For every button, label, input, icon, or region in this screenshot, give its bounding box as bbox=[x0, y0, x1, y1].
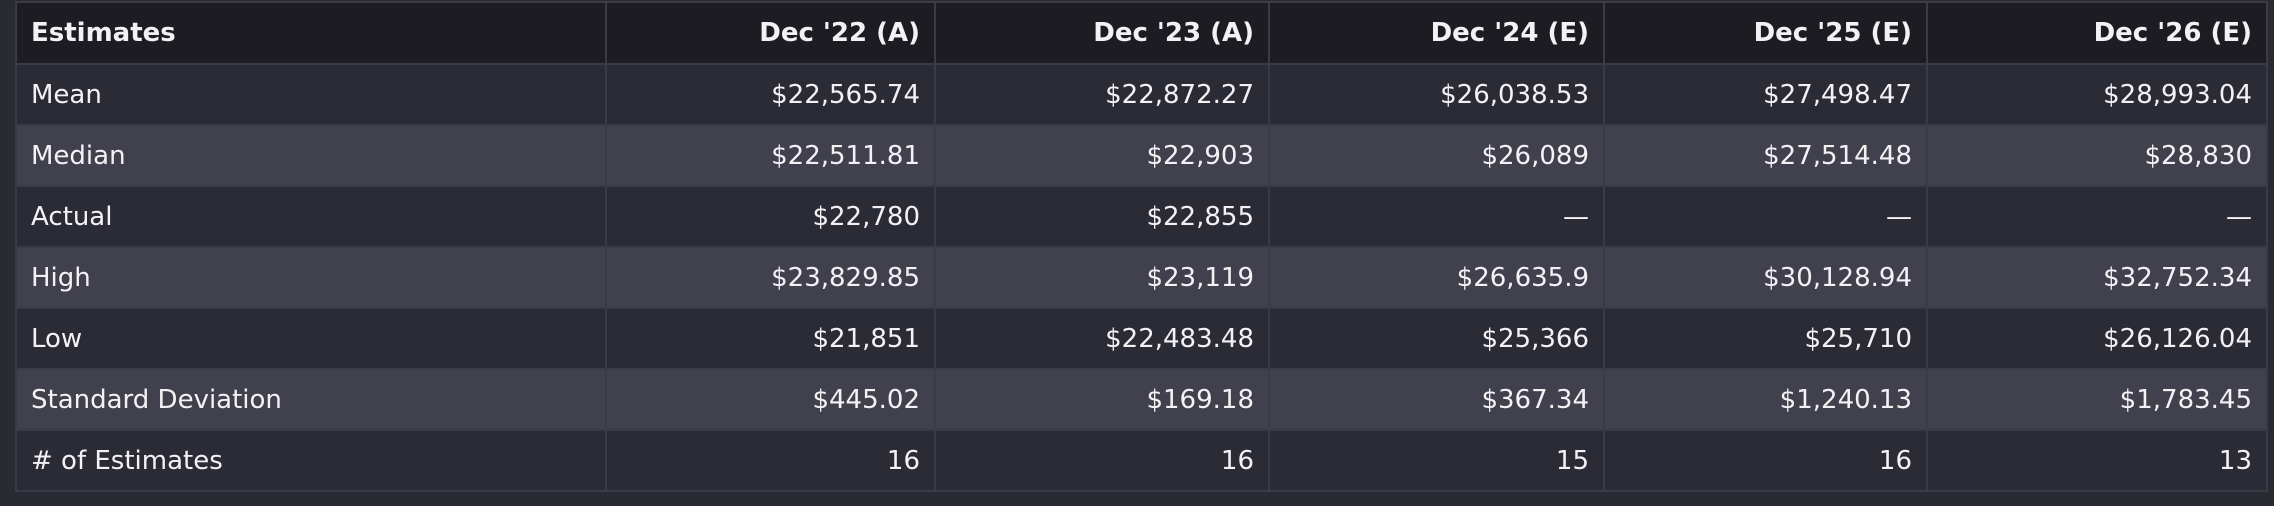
row-label: Standard Deviation bbox=[15, 368, 607, 431]
cell: $22,780 bbox=[605, 185, 936, 248]
cell: $26,089 bbox=[1268, 124, 1605, 187]
column-header: Estimates bbox=[15, 1, 607, 65]
cell: $22,872.27 bbox=[934, 63, 1270, 126]
cell: $27,498.47 bbox=[1603, 63, 1928, 126]
table-row: Low $21,851 $22,483.48 $25,366 $25,710 $26,12… bbox=[15, 307, 2268, 370]
cell: $26,126.04 bbox=[1926, 307, 2268, 370]
cell: $26,038.53 bbox=[1268, 63, 1605, 126]
header-row: Estimates Dec '22 (A) Dec '23 (A) Dec '24 (… bbox=[15, 1, 2268, 65]
row-label: Mean bbox=[15, 63, 607, 126]
cell: $22,565.74 bbox=[605, 63, 936, 126]
cell: $30,128.94 bbox=[1603, 246, 1928, 309]
cell: $22,903 bbox=[934, 124, 1270, 187]
cell: — bbox=[1603, 185, 1928, 248]
table-row: Actual $22,780 $22,855— — — bbox=[15, 185, 2268, 248]
cell: $28,830 bbox=[1926, 124, 2268, 187]
table-row: # of Estimates 16 16 15 16 13 bbox=[15, 429, 2268, 492]
table-row: Mean $22,565.74 $22,872.27 $26,038.53 $27,49… bbox=[15, 63, 2268, 126]
cell: $27,514.48 bbox=[1603, 124, 1928, 187]
column-header: Dec '23 (A) bbox=[934, 1, 1270, 65]
table-row: Standard Deviation $445.02 $169.18 $367.34 $… bbox=[15, 368, 2268, 431]
row-label: Low bbox=[15, 307, 607, 370]
cell: $21,851 bbox=[605, 307, 936, 370]
cell: $169.18 bbox=[934, 368, 1270, 431]
cell: $32,752.34 bbox=[1926, 246, 2268, 309]
cell: $367.34 bbox=[1268, 368, 1605, 431]
estimates-panel: Estimates Dec '22 (A) Dec '23 (A) Dec '24 (… bbox=[15, 1, 2268, 492]
row-label: High bbox=[15, 246, 607, 309]
cell: $23,829.85 bbox=[605, 246, 936, 309]
cell: $22,483.48 bbox=[934, 307, 1270, 370]
cell: $26,635.9 bbox=[1268, 246, 1605, 309]
cell: 15 bbox=[1268, 429, 1605, 492]
cell: $22,511.81 bbox=[605, 124, 936, 187]
cell: — bbox=[1268, 185, 1605, 248]
cell: $23,119 bbox=[934, 246, 1270, 309]
estimates-table: Estimates Dec '22 (A) Dec '23 (A) Dec '24 (… bbox=[15, 1, 2268, 492]
table-row: High $23,829.85 $23,119 $26,635.9 $30,128.94… bbox=[15, 246, 2268, 309]
cell: $22,855 bbox=[934, 185, 1270, 248]
row-label: Median bbox=[15, 124, 607, 187]
column-header: Dec '25 (E) bbox=[1603, 1, 1928, 65]
cell: 13 bbox=[1926, 429, 2268, 492]
cell: 16 bbox=[934, 429, 1270, 492]
column-header: Dec '24 (E) bbox=[1268, 1, 1605, 65]
column-header: Dec '22 (A) bbox=[605, 1, 936, 65]
cell: $25,366 bbox=[1268, 307, 1605, 370]
cell: $25,710 bbox=[1603, 307, 1928, 370]
cell: $1,783.45 bbox=[1926, 368, 2268, 431]
cell: 16 bbox=[1603, 429, 1928, 492]
cell: — bbox=[1926, 185, 2268, 248]
column-header: Dec '26 (E) bbox=[1926, 1, 2268, 65]
cell: $28,993.04 bbox=[1926, 63, 2268, 126]
table-row: Median $22,511.81 $22,903 $26,089 $27,514.48… bbox=[15, 124, 2268, 187]
cell: $1,240.13 bbox=[1603, 368, 1928, 431]
row-label: # of Estimates bbox=[15, 429, 607, 492]
cell: 16 bbox=[605, 429, 936, 492]
cell: $445.02 bbox=[605, 368, 936, 431]
row-label: Actual bbox=[15, 185, 607, 248]
table-body: Mean $22,565.74 $22,872.27 $26,038.53 $27,49… bbox=[15, 63, 2268, 492]
